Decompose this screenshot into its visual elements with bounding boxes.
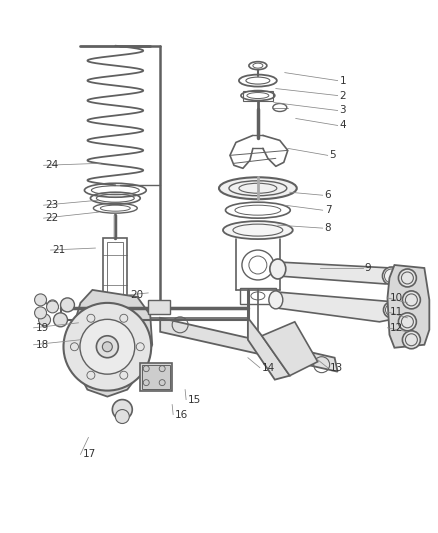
Circle shape [35,294,46,306]
Text: 18: 18 [35,340,49,350]
Polygon shape [388,265,429,348]
Text: 7: 7 [325,205,331,215]
Circle shape [39,314,50,326]
Ellipse shape [269,291,283,309]
Ellipse shape [382,267,400,285]
Polygon shape [276,292,399,322]
Bar [140,362,172,391]
Ellipse shape [102,342,112,352]
Text: 23: 23 [46,200,59,210]
Ellipse shape [399,269,417,287]
Ellipse shape [219,177,297,199]
Text: 4: 4 [339,120,346,131]
Text: 17: 17 [82,449,95,459]
Circle shape [53,313,67,327]
Text: 15: 15 [188,394,201,405]
Polygon shape [262,322,318,376]
Circle shape [60,298,74,312]
Circle shape [46,301,59,313]
Bar [107,242,124,300]
Text: 22: 22 [46,213,59,223]
Text: 20: 20 [130,290,143,300]
Ellipse shape [403,331,420,349]
Text: 14: 14 [262,362,275,373]
Text: 12: 12 [389,323,403,333]
Text: 11: 11 [389,307,403,317]
Text: 6: 6 [325,190,331,200]
Text: 16: 16 [175,409,188,419]
Ellipse shape [96,336,118,358]
Polygon shape [72,290,152,397]
Text: 10: 10 [389,293,403,303]
Text: 24: 24 [46,160,59,171]
Bar [142,365,170,389]
Ellipse shape [223,221,293,239]
Bar [103,238,127,306]
Text: 2: 2 [339,91,346,101]
Ellipse shape [403,291,420,309]
Text: 13: 13 [330,362,343,373]
Text: 9: 9 [364,263,371,273]
Polygon shape [248,318,290,379]
Text: 8: 8 [325,223,331,233]
Circle shape [35,307,46,319]
Ellipse shape [384,302,399,318]
Ellipse shape [80,319,135,374]
Text: 19: 19 [35,323,49,333]
Bar [148,300,170,314]
Circle shape [112,400,132,419]
Circle shape [115,409,129,424]
Bar [240,288,276,304]
Polygon shape [160,318,338,372]
Polygon shape [278,262,399,284]
Text: 1: 1 [339,76,346,86]
Ellipse shape [270,259,286,279]
Ellipse shape [64,303,151,391]
Text: 21: 21 [53,245,66,255]
Bar [243,91,273,101]
Ellipse shape [399,313,417,331]
Text: 5: 5 [330,150,336,160]
Text: 3: 3 [339,106,346,116]
